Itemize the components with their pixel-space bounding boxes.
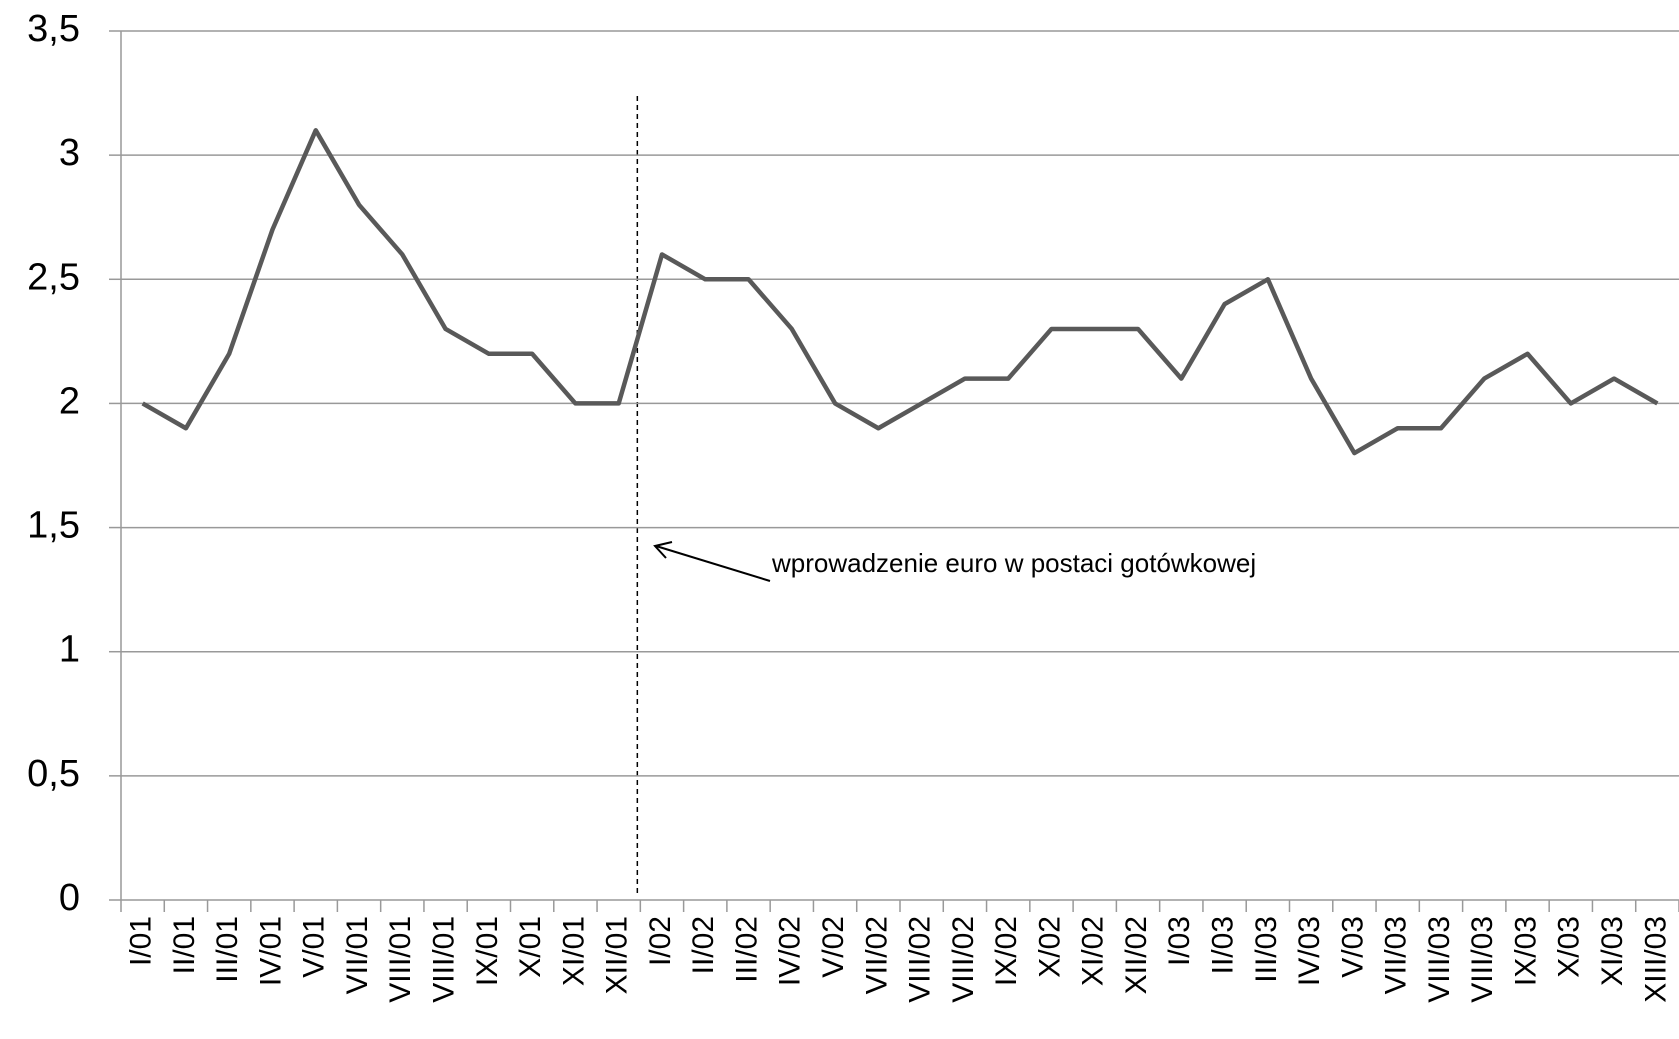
x-tick-label: II/03 bbox=[1207, 916, 1240, 974]
x-tick-label: V/02 bbox=[817, 916, 850, 978]
x-tick-label: VII/01 bbox=[341, 916, 374, 994]
x-tick-label: V/03 bbox=[1336, 916, 1369, 978]
x-tick-label: XI/01 bbox=[557, 916, 590, 986]
x-tick-label: X/01 bbox=[514, 916, 547, 978]
x-tick-label: VII/02 bbox=[860, 916, 893, 994]
line bbox=[141, 128, 1659, 456]
x-tick-label: I/03 bbox=[1163, 916, 1196, 966]
x-tick-label: X/03 bbox=[1553, 916, 1586, 978]
y-tick-label: 2 bbox=[59, 380, 80, 422]
x-tick-label: VIII/01 bbox=[428, 916, 461, 1003]
x-tick-label: IV/02 bbox=[774, 916, 807, 986]
x-tick-label: VIII/02 bbox=[904, 916, 937, 1003]
x-tick-label: VIII/03 bbox=[1423, 916, 1456, 1003]
annotation-arrowhead bbox=[653, 541, 673, 559]
x-tick-label: XII/02 bbox=[1120, 916, 1153, 994]
x-tick-label: VII/03 bbox=[1380, 916, 1413, 994]
y-tick-label: 1,5 bbox=[27, 505, 80, 547]
y-tick-label: 3 bbox=[59, 132, 80, 174]
x-tick-label: IX/02 bbox=[990, 916, 1023, 986]
x-tick-label: VIII/01 bbox=[384, 916, 417, 1003]
x-tick-label: V/01 bbox=[298, 916, 331, 978]
x-tick-label: VIII/03 bbox=[1466, 916, 1499, 1003]
x-tick-label: XI/03 bbox=[1596, 916, 1629, 986]
x-tick-label: VIII/02 bbox=[947, 916, 980, 1003]
x-tick-label: I/01 bbox=[125, 916, 158, 966]
y-tick-label: 0 bbox=[59, 877, 80, 919]
y-tick-label: 1 bbox=[59, 629, 80, 671]
x-tick-label: III/01 bbox=[211, 916, 244, 983]
x-tick-label: IX/01 bbox=[471, 916, 504, 986]
y-tick-label: 0,5 bbox=[27, 753, 80, 795]
x-tick-label: I/02 bbox=[644, 916, 677, 966]
x-tick-label: X/02 bbox=[1033, 916, 1066, 978]
x-tick-label: XIII/03 bbox=[1639, 916, 1672, 1003]
annotation: wprowadzenie euro w postaci gotówkowej bbox=[771, 548, 1256, 578]
x-tick-label: II/02 bbox=[687, 916, 720, 974]
x-tick-label: IX/03 bbox=[1509, 916, 1542, 986]
x-tick-label: II/01 bbox=[168, 916, 201, 974]
y-tick-label: 3,5 bbox=[27, 8, 80, 50]
x-tick-label: XII/01 bbox=[601, 916, 634, 994]
x-tick-label: XI/02 bbox=[1077, 916, 1110, 986]
y-tick-label: 2,5 bbox=[27, 256, 80, 298]
x-tick-label: IV/01 bbox=[254, 916, 287, 986]
x-tick-label: III/03 bbox=[1250, 916, 1283, 983]
x-tick-label: IV/03 bbox=[1293, 916, 1326, 986]
x-tick-label: III/02 bbox=[730, 916, 763, 983]
annotation-arrow bbox=[655, 545, 771, 582]
